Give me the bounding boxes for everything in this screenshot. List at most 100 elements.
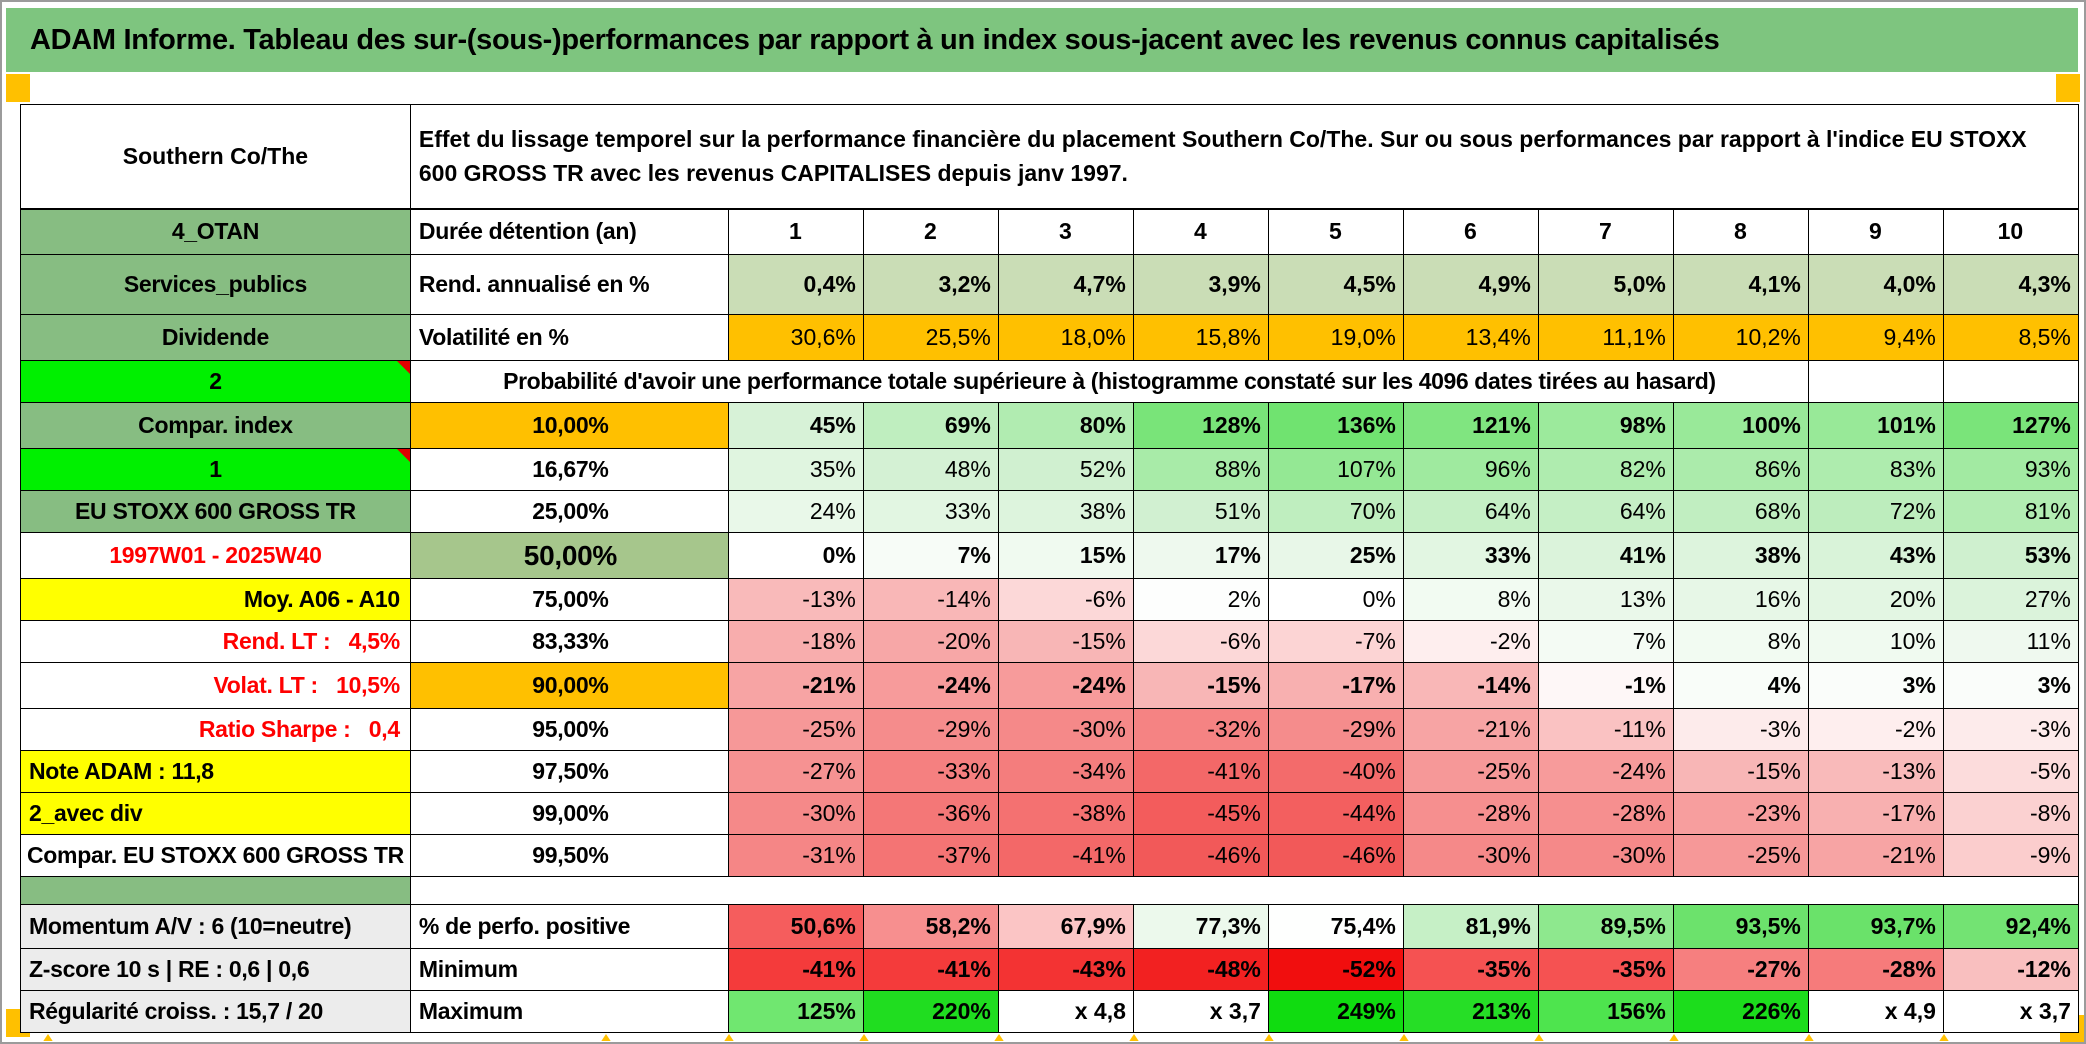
- data-cell[interactable]: 68%: [1672, 490, 1809, 533]
- data-cell[interactable]: 18,0%: [997, 314, 1134, 361]
- data-cell[interactable]: -24%: [1537, 750, 1674, 793]
- row-label-cell[interactable]: Moy. A06 - A10: [20, 578, 411, 621]
- data-cell[interactable]: 4,9%: [1402, 254, 1539, 315]
- data-cell[interactable]: 67,9%: [997, 904, 1134, 949]
- data-cell[interactable]: -32%: [1132, 708, 1269, 751]
- data-cell[interactable]: 98%: [1537, 402, 1674, 449]
- data-cell[interactable]: 51%: [1132, 490, 1269, 533]
- row-label-cell[interactable]: Compar. index: [20, 402, 411, 449]
- row-subheader-cell[interactable]: 99,50%: [409, 834, 729, 877]
- data-cell[interactable]: [1942, 360, 2079, 403]
- row-label-cell[interactable]: Régularité croiss. : 15,7 / 20: [20, 990, 411, 1033]
- data-cell[interactable]: 8,5%: [1942, 314, 2079, 361]
- row-label-cell[interactable]: [20, 876, 411, 905]
- data-cell[interactable]: 5: [1267, 208, 1404, 255]
- data-cell[interactable]: -41%: [1132, 750, 1269, 793]
- data-cell[interactable]: -37%: [862, 834, 999, 877]
- data-cell[interactable]: -8%: [1942, 792, 2079, 835]
- row-subheader-cell[interactable]: Minimum: [409, 948, 729, 991]
- data-cell[interactable]: 16%: [1672, 578, 1809, 621]
- data-cell[interactable]: -31%: [727, 834, 864, 877]
- data-cell[interactable]: 86%: [1672, 448, 1809, 491]
- data-cell[interactable]: 48%: [862, 448, 999, 491]
- data-cell[interactable]: -34%: [997, 750, 1134, 793]
- row-subheader-cell[interactable]: 50,00%: [409, 532, 729, 579]
- data-cell[interactable]: 13,4%: [1402, 314, 1539, 361]
- data-cell[interactable]: 81,9%: [1402, 904, 1539, 949]
- data-cell[interactable]: -2%: [1807, 708, 1944, 751]
- data-cell[interactable]: x 3,7: [1132, 990, 1269, 1033]
- data-cell[interactable]: 213%: [1402, 990, 1539, 1033]
- data-cell[interactable]: 80%: [997, 402, 1134, 449]
- data-cell[interactable]: 33%: [1402, 532, 1539, 579]
- data-cell[interactable]: -17%: [1267, 662, 1404, 709]
- data-cell[interactable]: 89,5%: [1537, 904, 1674, 949]
- data-cell[interactable]: -25%: [1402, 750, 1539, 793]
- row-label-cell[interactable]: EU STOXX 600 GROSS TR: [20, 490, 411, 533]
- data-cell[interactable]: -21%: [727, 662, 864, 709]
- data-cell[interactable]: 93,5%: [1672, 904, 1809, 949]
- data-cell[interactable]: 0,4%: [727, 254, 864, 315]
- data-cell[interactable]: -7%: [1267, 620, 1404, 663]
- data-cell[interactable]: 3%: [1942, 662, 2079, 709]
- data-cell[interactable]: 93%: [1942, 448, 2079, 491]
- data-cell[interactable]: 2%: [1132, 578, 1269, 621]
- row-label-cell[interactable]: 1: [20, 448, 411, 491]
- data-cell[interactable]: 7%: [1537, 620, 1674, 663]
- data-cell[interactable]: 127%: [1942, 402, 2079, 449]
- data-cell[interactable]: -18%: [727, 620, 864, 663]
- data-cell[interactable]: 4,7%: [997, 254, 1134, 315]
- data-cell[interactable]: -25%: [727, 708, 864, 751]
- data-cell[interactable]: [1807, 360, 1944, 403]
- data-cell[interactable]: -30%: [1402, 834, 1539, 877]
- data-cell[interactable]: -12%: [1942, 948, 2079, 991]
- data-cell[interactable]: -46%: [1267, 834, 1404, 877]
- data-cell[interactable]: 136%: [1267, 402, 1404, 449]
- data-cell[interactable]: -17%: [1807, 792, 1944, 835]
- data-cell[interactable]: 81%: [1942, 490, 2079, 533]
- row-subheader-cell[interactable]: 99,00%: [409, 792, 729, 835]
- data-cell[interactable]: 226%: [1672, 990, 1809, 1033]
- data-cell[interactable]: -43%: [997, 948, 1134, 991]
- data-cell[interactable]: -40%: [1267, 750, 1404, 793]
- data-cell[interactable]: -28%: [1402, 792, 1539, 835]
- data-cell[interactable]: 10%: [1807, 620, 1944, 663]
- data-cell[interactable]: -21%: [1402, 708, 1539, 751]
- data-cell[interactable]: 11%: [1942, 620, 2079, 663]
- data-cell[interactable]: 19,0%: [1267, 314, 1404, 361]
- data-cell[interactable]: -2%: [1402, 620, 1539, 663]
- data-cell[interactable]: -3%: [1672, 708, 1809, 751]
- row-subheader-cell[interactable]: Volatilité en %: [409, 314, 729, 361]
- data-cell[interactable]: -30%: [1537, 834, 1674, 877]
- row-label-cell[interactable]: 2_avec div: [20, 792, 411, 835]
- data-cell[interactable]: -20%: [862, 620, 999, 663]
- data-cell[interactable]: -15%: [1132, 662, 1269, 709]
- data-cell[interactable]: 3: [997, 208, 1134, 255]
- data-cell[interactable]: -41%: [862, 948, 999, 991]
- data-cell[interactable]: -27%: [727, 750, 864, 793]
- data-cell[interactable]: 128%: [1132, 402, 1269, 449]
- row-label-cell[interactable]: Compar. EU STOXX 600 GROSS TR: [20, 834, 411, 877]
- data-cell[interactable]: 4,5%: [1267, 254, 1404, 315]
- data-cell[interactable]: 11,1%: [1537, 314, 1674, 361]
- data-cell[interactable]: 25,5%: [862, 314, 999, 361]
- data-cell[interactable]: 3,9%: [1132, 254, 1269, 315]
- data-cell[interactable]: -1%: [1537, 662, 1674, 709]
- data-cell[interactable]: 107%: [1267, 448, 1404, 491]
- data-cell[interactable]: -24%: [862, 662, 999, 709]
- data-cell[interactable]: -27%: [1672, 948, 1809, 991]
- data-cell[interactable]: 8%: [1672, 620, 1809, 663]
- data-cell[interactable]: -13%: [1807, 750, 1944, 793]
- data-cell[interactable]: -29%: [1267, 708, 1404, 751]
- data-cell[interactable]: 25%: [1267, 532, 1404, 579]
- data-cell[interactable]: 82%: [1537, 448, 1674, 491]
- data-cell[interactable]: -3%: [1942, 708, 2079, 751]
- row-subheader-cell[interactable]: 83,33%: [409, 620, 729, 663]
- data-cell[interactable]: -52%: [1267, 948, 1404, 991]
- data-cell[interactable]: 77,3%: [1132, 904, 1269, 949]
- data-cell[interactable]: x 4,9: [1807, 990, 1944, 1033]
- data-cell[interactable]: 64%: [1402, 490, 1539, 533]
- data-cell[interactable]: 43%: [1807, 532, 1944, 579]
- data-cell[interactable]: 220%: [862, 990, 999, 1033]
- data-cell[interactable]: -13%: [727, 578, 864, 621]
